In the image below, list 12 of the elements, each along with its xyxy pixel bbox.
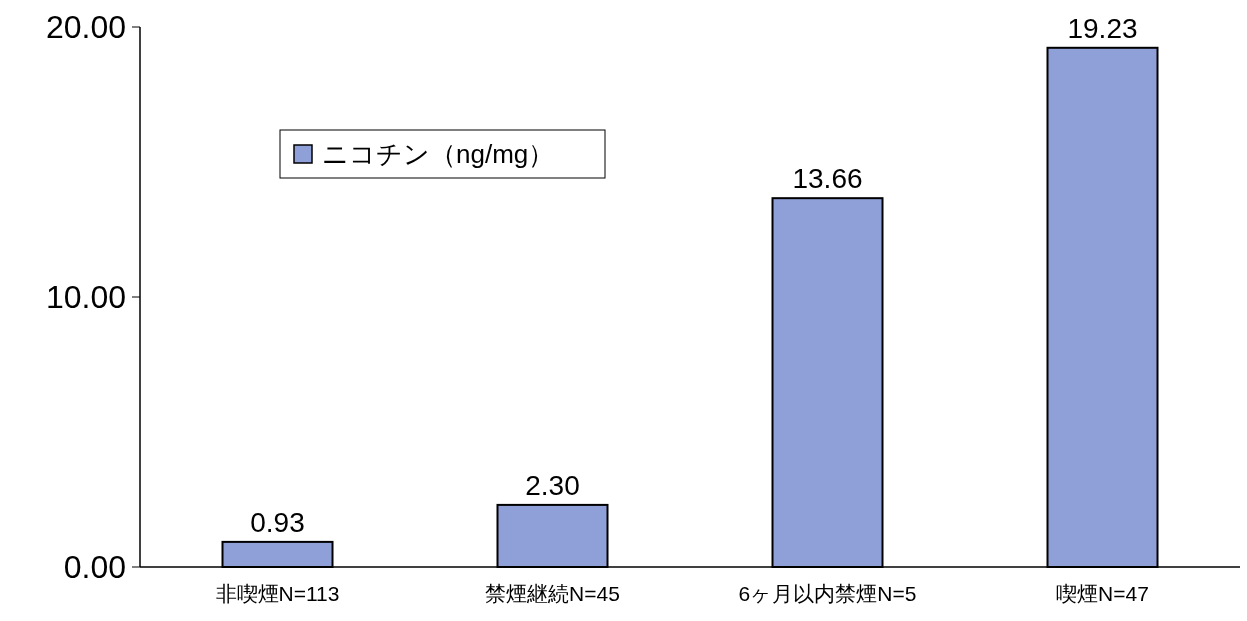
x-tick-label: 6ヶ月以内禁煙N=5 [738, 582, 917, 605]
x-tick-label: 禁煙継続N=45 [485, 582, 620, 605]
y-tick-label: 10.00 [45, 279, 126, 316]
data-label: 0.93 [250, 506, 305, 538]
x-tick-label: 非喫煙N=113 [215, 582, 340, 605]
y-tick-label: 0.00 [63, 549, 126, 586]
y-tick-label: 20.00 [45, 9, 126, 46]
x-tick-label: 喫煙N=47 [1056, 582, 1149, 605]
data-label: 2.30 [525, 469, 580, 501]
data-label: 13.66 [792, 163, 863, 195]
legend-label: ニコチン（ng/mg） [322, 139, 555, 170]
data-label: 19.23 [1067, 12, 1138, 44]
